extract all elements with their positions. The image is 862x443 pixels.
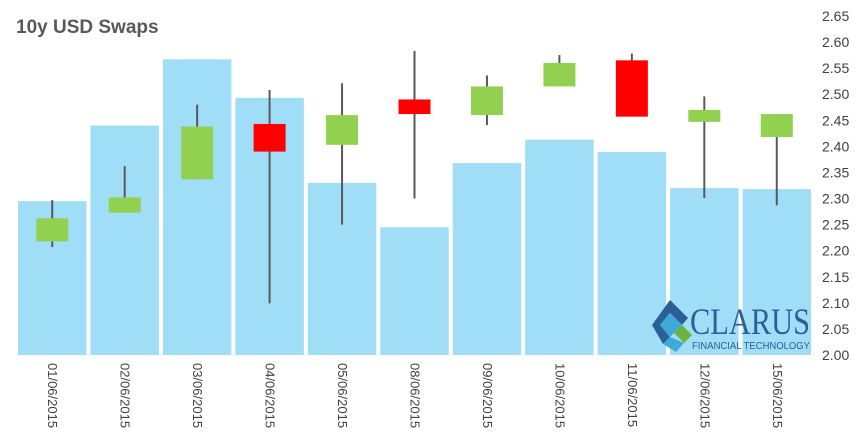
candle-body: [688, 109, 721, 122]
candle-body: [326, 115, 359, 145]
logo-tagline: FINANCIAL TECHNOLOGY: [692, 340, 810, 352]
candle-body: [615, 60, 648, 117]
x-tick-label: 12/06/2015: [697, 363, 712, 428]
x-tick-label: 11/06/2015: [625, 363, 640, 427]
chart-title: 10y USD Swaps: [16, 17, 159, 38]
y-tick-label: 2.10: [822, 295, 849, 311]
x-tick-label: 10/06/2015: [552, 363, 567, 428]
candle-body: [108, 197, 141, 213]
y-tick-label: 2.50: [822, 86, 849, 102]
x-axis: 01/06/2015 02/06/2015 03/06/2015 04/06/2015…: [45, 363, 785, 428]
y-tick-label: 2.15: [822, 269, 849, 285]
clarus-logo: CLARUS FINANCIAL TECHNOLOGY: [652, 300, 810, 352]
y-tick-label: 2.20: [822, 243, 849, 259]
clarus-emblem-icon: [652, 300, 692, 352]
candles: [36, 50, 793, 304]
candle-body: [760, 114, 793, 137]
background-bar: [162, 59, 232, 356]
x-tick-label: 09/06/2015: [480, 363, 495, 428]
candle-body: [543, 62, 576, 87]
background-bar: [525, 139, 594, 355]
candle-body: [253, 123, 286, 152]
y-tick-label: 2.00: [822, 347, 849, 363]
x-tick-label: 01/06/2015: [45, 363, 60, 428]
y-tick-label: 2.60: [822, 34, 849, 50]
candle-body: [181, 126, 214, 180]
y-tick-label: 2.40: [822, 138, 849, 154]
y-tick-label: 2.30: [822, 191, 849, 207]
y-tick-label: 2.35: [822, 164, 849, 180]
y-axis: 2.00 2.05 2.10 2.15 2.20 2.25 2.30 2.35 2.40 2.45…: [822, 8, 849, 363]
x-tick-label: 02/06/2015: [118, 363, 133, 428]
x-tick-label: 04/06/2015: [263, 363, 278, 428]
y-tick-label: 2.05: [822, 321, 849, 337]
y-tick-label: 2.25: [822, 217, 849, 233]
x-tick-label: 05/06/2015: [335, 363, 350, 428]
y-tick-label: 2.65: [822, 8, 849, 24]
candle-body: [398, 99, 431, 115]
background-bar: [380, 227, 449, 355]
y-tick-label: 2.45: [822, 112, 849, 128]
candle-body: [36, 218, 69, 242]
logo-name: CLARUS: [690, 302, 810, 343]
y-tick-label: 2.55: [822, 60, 849, 76]
background-bar: [597, 152, 667, 355]
x-tick-label: 08/06/2015: [408, 363, 423, 428]
x-tick-label: 03/06/2015: [190, 363, 205, 428]
background-bar: [742, 189, 811, 355]
candle-body: [470, 86, 503, 116]
background-bar: [452, 163, 522, 355]
x-tick-label: 15/06/2015: [770, 363, 785, 428]
background-bar: [90, 125, 159, 356]
